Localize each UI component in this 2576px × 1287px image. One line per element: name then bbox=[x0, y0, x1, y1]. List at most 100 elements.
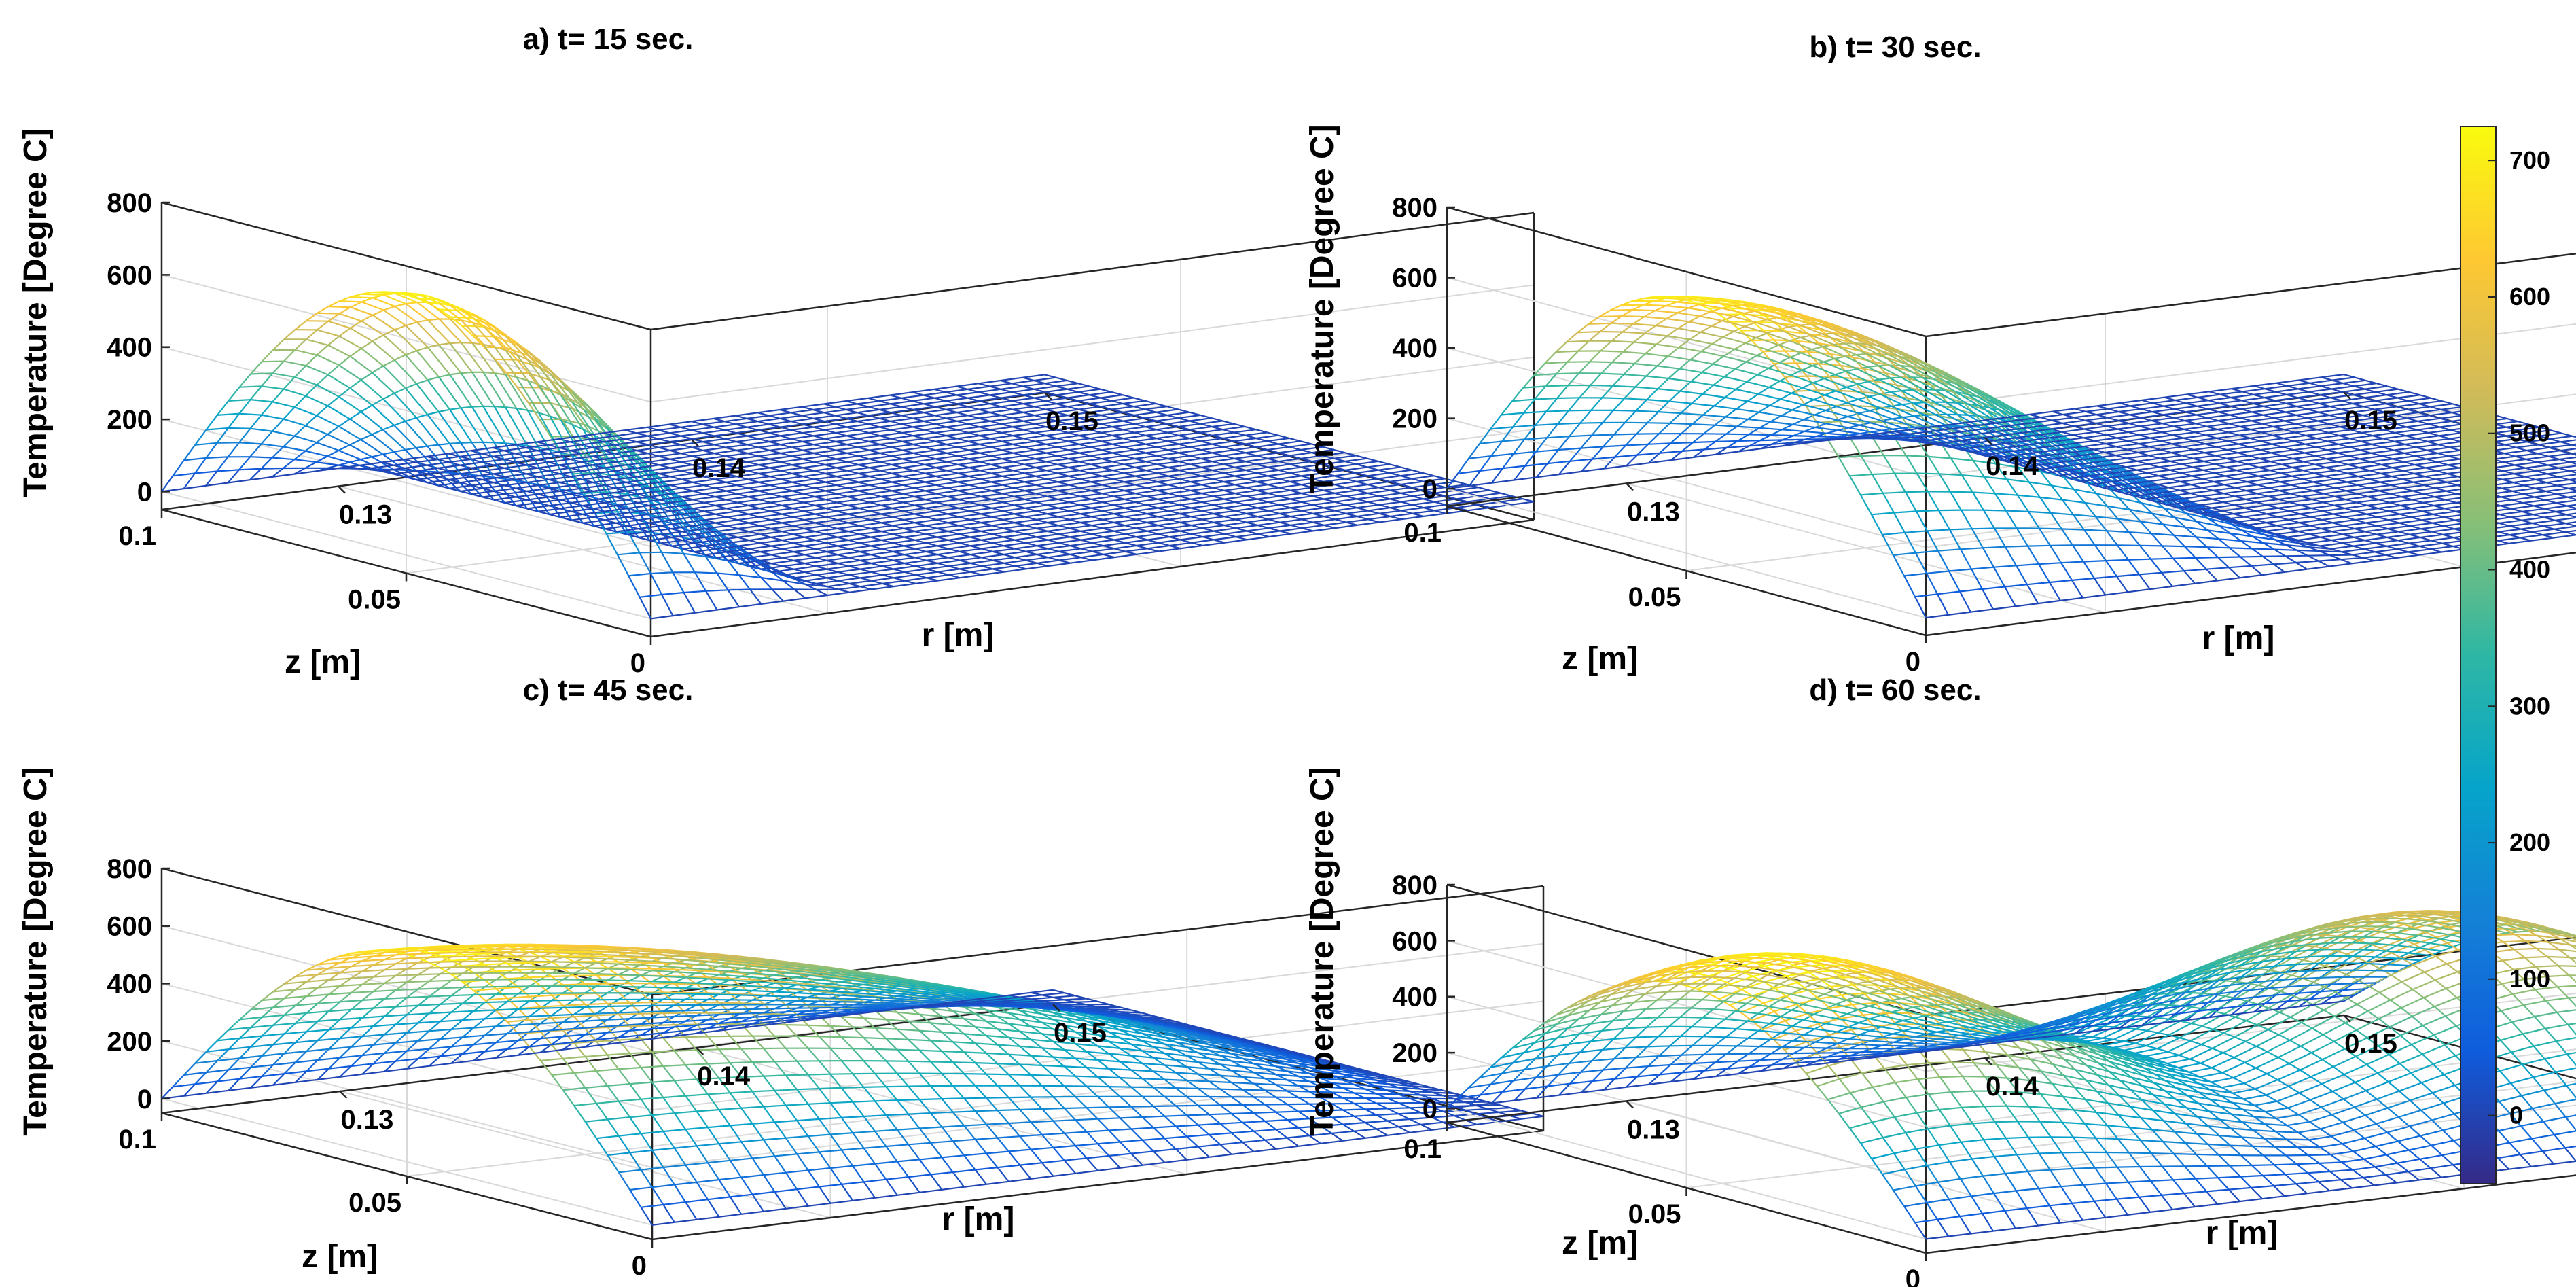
surface-mesh-line bbox=[1057, 470, 1080, 474]
surface-mesh-line bbox=[572, 408, 585, 425]
surface-mesh-line bbox=[992, 548, 1015, 552]
surface-mesh-line bbox=[793, 574, 817, 579]
surface-mesh-line bbox=[748, 501, 771, 506]
surface-mesh-line bbox=[1069, 533, 1092, 538]
surface-mesh-line bbox=[1057, 443, 1079, 448]
surface-mesh-line bbox=[736, 446, 759, 451]
surface-mesh-line bbox=[438, 408, 450, 413]
surface-mesh-line bbox=[792, 487, 815, 492]
temperature-tick-label: 0 bbox=[137, 477, 152, 507]
surface-mesh-line bbox=[825, 513, 848, 518]
surface-mesh-line bbox=[1412, 483, 1435, 489]
surface-mesh-line bbox=[628, 572, 651, 577]
surface-mesh-line bbox=[714, 476, 737, 480]
surface-mesh-line bbox=[1001, 385, 1023, 390]
surface-mesh-line bbox=[1759, 421, 1771, 429]
surface-mesh-line bbox=[372, 334, 384, 342]
surface-mesh-line bbox=[461, 342, 484, 373]
surface-mesh-line bbox=[1234, 429, 1257, 434]
surface-mesh-line bbox=[1390, 495, 1412, 500]
surface-mesh-line bbox=[914, 510, 937, 515]
surface-mesh-line bbox=[1113, 518, 1137, 523]
surface-mesh-line bbox=[870, 542, 893, 547]
surface-mesh-line bbox=[848, 501, 870, 506]
surface-mesh-line bbox=[692, 478, 715, 483]
surface-mesh-line bbox=[1047, 501, 1070, 506]
surface-mesh-line bbox=[715, 554, 738, 559]
surface-mesh-line bbox=[1256, 461, 1279, 465]
surface-mesh-line bbox=[382, 365, 406, 389]
surface-mesh-line bbox=[338, 387, 351, 398]
surface-mesh-line bbox=[1003, 507, 1026, 512]
surface-mesh-line bbox=[1003, 516, 1026, 521]
surface-mesh-line bbox=[317, 306, 329, 314]
surface-mesh-line bbox=[946, 431, 969, 437]
surface-mesh-line bbox=[1012, 440, 1035, 445]
surface-mesh-line bbox=[1235, 507, 1258, 512]
surface-mesh-line bbox=[956, 391, 979, 396]
surface-mesh-line bbox=[628, 531, 641, 553]
surface-mesh-line bbox=[294, 338, 307, 351]
surface-mesh-line bbox=[283, 418, 306, 427]
surface-mesh-line bbox=[427, 376, 440, 381]
surface-mesh-line bbox=[737, 499, 759, 504]
surface-mesh-line bbox=[1158, 530, 1181, 535]
surface-mesh-line bbox=[835, 403, 858, 408]
surface-mesh-line bbox=[836, 499, 859, 504]
surface-mesh-line bbox=[483, 319, 507, 337]
surface-mesh-line bbox=[958, 495, 981, 501]
surface-mesh-line bbox=[1069, 472, 1091, 477]
surface-mesh-line bbox=[1223, 469, 1246, 474]
surface-mesh-line bbox=[1213, 493, 1236, 497]
surface-mesh-line bbox=[759, 495, 782, 501]
surface-mesh-line bbox=[1169, 525, 1192, 529]
surface-mesh-line bbox=[992, 565, 1016, 570]
surface-mesh-line bbox=[506, 372, 529, 374]
surface-mesh-line bbox=[979, 431, 1002, 437]
surface-mesh-line bbox=[702, 429, 726, 434]
surface-mesh-line bbox=[914, 475, 936, 480]
surface-mesh-line bbox=[1025, 548, 1048, 552]
surface-mesh-line bbox=[360, 404, 373, 412]
surface-mesh-line bbox=[882, 562, 905, 567]
surface-mesh-line bbox=[194, 457, 207, 474]
surface-mesh-line bbox=[816, 571, 838, 576]
surface-mesh-line bbox=[770, 508, 793, 512]
surface-mesh-line bbox=[715, 530, 739, 553]
surface-mesh-line bbox=[449, 443, 473, 476]
surface-mesh-line bbox=[360, 434, 372, 440]
surface-mesh-line bbox=[702, 446, 726, 451]
surface-mesh-line bbox=[893, 539, 916, 544]
surface-mesh-line bbox=[913, 440, 936, 446]
surface-mesh-line bbox=[715, 536, 738, 542]
surface-mesh-line bbox=[1279, 510, 1302, 514]
surface-mesh-line bbox=[494, 372, 506, 376]
surface-mesh-line bbox=[349, 347, 362, 357]
surface-mesh-line bbox=[1268, 498, 1291, 503]
surface-mesh-line bbox=[272, 430, 295, 437]
surface-mesh-line bbox=[472, 313, 495, 332]
surface-mesh-line bbox=[802, 446, 825, 451]
surface-mesh-line bbox=[759, 487, 782, 492]
surface-mesh-line bbox=[648, 484, 671, 489]
surface-mesh-line bbox=[780, 415, 802, 419]
surface-mesh-line bbox=[1180, 544, 1203, 550]
surface-mesh-line bbox=[428, 295, 451, 306]
surface-mesh-line bbox=[482, 467, 505, 472]
surface-mesh-line bbox=[1234, 455, 1257, 459]
r-tick-label: 0.13 bbox=[339, 500, 392, 530]
surface-mesh-line bbox=[1134, 446, 1157, 451]
surface-mesh-line bbox=[1056, 434, 1079, 440]
surface-mesh-line bbox=[693, 531, 716, 535]
surface-mesh-line bbox=[926, 557, 949, 561]
surface-mesh-line bbox=[1201, 472, 1224, 477]
surface-mesh-line bbox=[902, 455, 925, 460]
surface-mesh-line bbox=[448, 458, 471, 463]
surface-mesh-line bbox=[1134, 411, 1157, 417]
surface-mesh-line bbox=[2273, 563, 2285, 573]
surface-mesh-line bbox=[757, 408, 781, 414]
surface-mesh-line bbox=[880, 449, 903, 454]
surface-mesh-line bbox=[1112, 431, 1134, 436]
surface-mesh-line bbox=[206, 456, 228, 459]
surface-mesh-line bbox=[1257, 521, 1281, 527]
